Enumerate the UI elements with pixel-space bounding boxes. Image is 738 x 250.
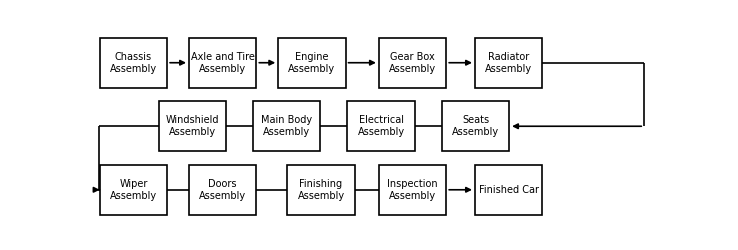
Text: Finished Car: Finished Car [479, 185, 539, 195]
Text: Radiator
Assembly: Radiator Assembly [485, 52, 532, 74]
FancyBboxPatch shape [287, 165, 355, 215]
Text: Seats
Assembly: Seats Assembly [452, 116, 499, 137]
FancyBboxPatch shape [278, 38, 345, 88]
Text: Inspection
Assembly: Inspection Assembly [387, 179, 438, 201]
Text: Gear Box
Assembly: Gear Box Assembly [389, 52, 436, 74]
FancyBboxPatch shape [475, 38, 542, 88]
FancyBboxPatch shape [379, 165, 446, 215]
FancyBboxPatch shape [442, 101, 509, 151]
Text: Chassis
Assembly: Chassis Assembly [110, 52, 157, 74]
FancyBboxPatch shape [100, 165, 168, 215]
FancyBboxPatch shape [348, 101, 415, 151]
FancyBboxPatch shape [475, 165, 542, 215]
FancyBboxPatch shape [100, 38, 168, 88]
Text: Doors
Assembly: Doors Assembly [199, 179, 246, 201]
FancyBboxPatch shape [189, 38, 256, 88]
FancyBboxPatch shape [379, 38, 446, 88]
Text: Electrical
Assembly: Electrical Assembly [357, 116, 404, 137]
Text: Engine
Assembly: Engine Assembly [289, 52, 336, 74]
FancyBboxPatch shape [189, 165, 256, 215]
Text: Windshield
Assembly: Windshield Assembly [165, 116, 219, 137]
FancyBboxPatch shape [253, 101, 320, 151]
FancyBboxPatch shape [159, 101, 226, 151]
Text: Main Body
Assembly: Main Body Assembly [261, 116, 312, 137]
Text: Axle and Tire
Assembly: Axle and Tire Assembly [190, 52, 255, 74]
Text: Wiper
Assembly: Wiper Assembly [110, 179, 157, 201]
Text: Finishing
Assembly: Finishing Assembly [297, 179, 345, 201]
